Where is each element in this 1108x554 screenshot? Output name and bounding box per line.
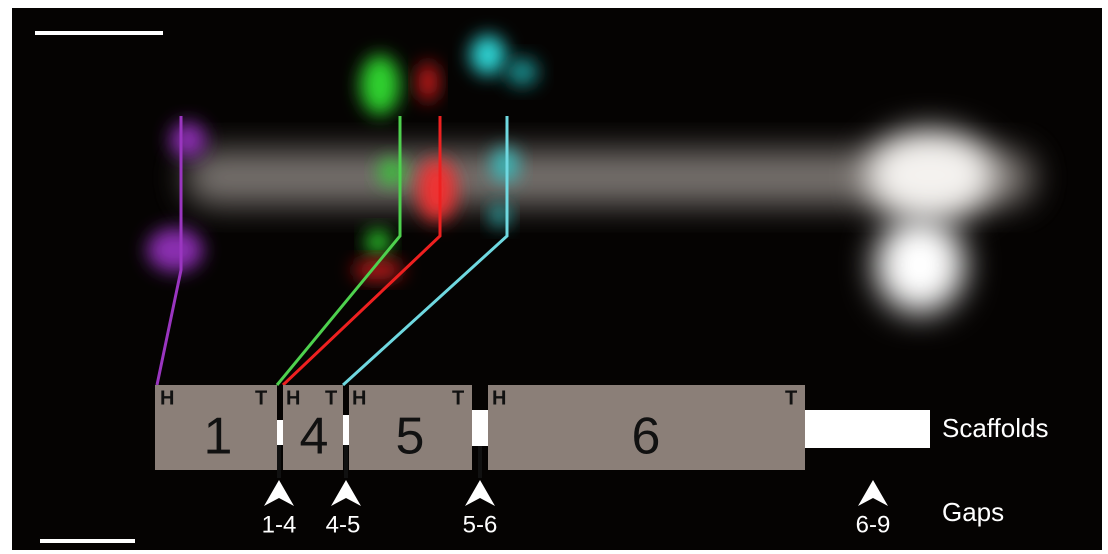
tail-label: T xyxy=(325,387,337,409)
tail-label: T xyxy=(785,387,797,409)
gap-label: 5-6 xyxy=(463,511,498,538)
scaffold-number: 4 xyxy=(300,408,329,466)
figure: H T 1 H T 4 H T 5 H T 6 Scaffolds Gaps 1… xyxy=(0,0,1108,554)
row-label: Gaps xyxy=(942,497,1004,527)
tail-label: T xyxy=(255,387,267,409)
gap-label: 4-5 xyxy=(326,511,361,538)
gap-label: 1-4 xyxy=(262,511,297,538)
scaffold-number: 6 xyxy=(632,408,661,466)
gap-label: 6-9 xyxy=(856,511,891,538)
head-label: H xyxy=(492,387,506,409)
tail-label: T xyxy=(452,387,464,409)
scaffold-number: 1 xyxy=(204,408,233,466)
row-label: Scaffolds xyxy=(942,413,1048,443)
scaffold-number: 5 xyxy=(396,408,425,466)
head-label: H xyxy=(160,387,174,409)
head-label: H xyxy=(286,387,300,409)
head-label: H xyxy=(352,387,366,409)
